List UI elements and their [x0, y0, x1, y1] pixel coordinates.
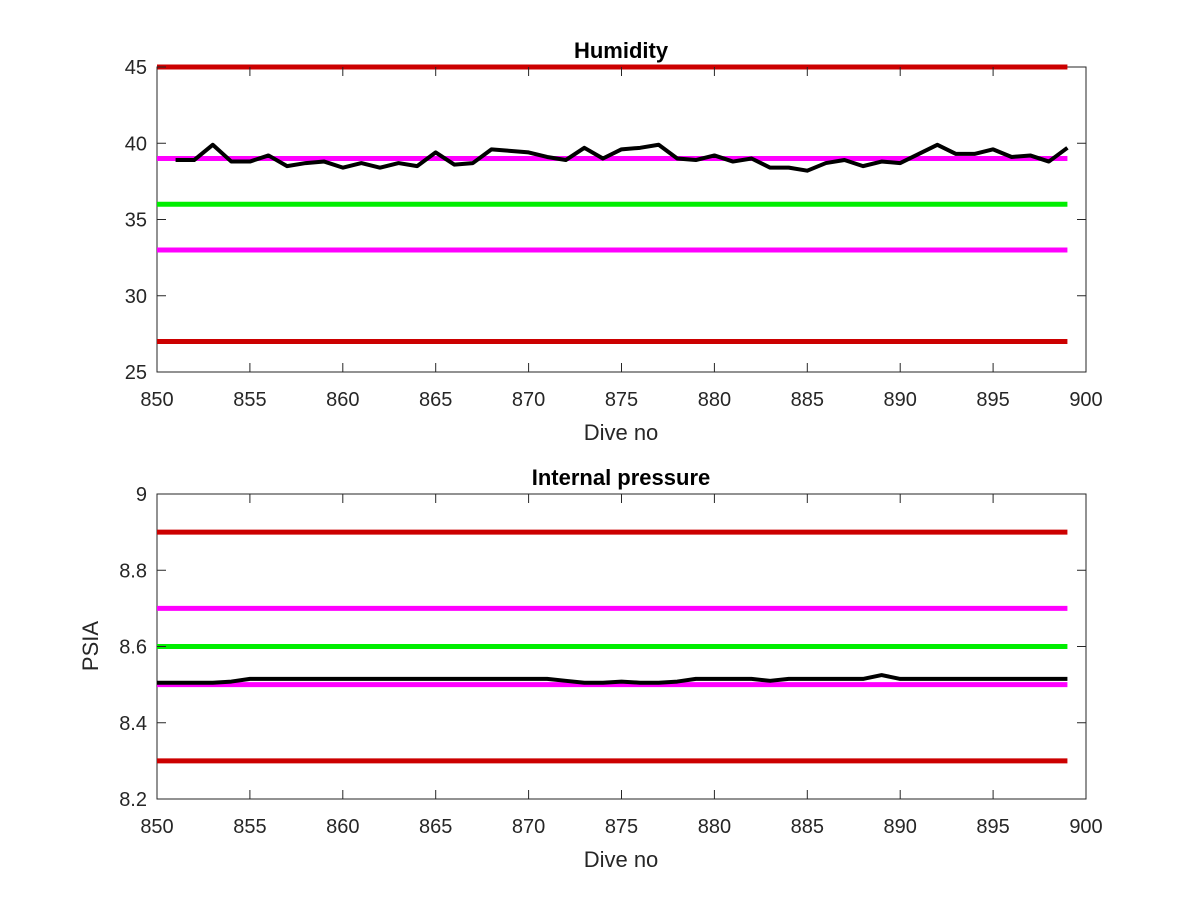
- y-tick-label: 25: [125, 362, 147, 384]
- x-tick-label: 855: [233, 816, 266, 838]
- x-axis-ticks: 850 855 860 865 870 875 880 885 890 895 900: [140, 494, 1103, 838]
- x-tick-label: 870: [512, 389, 545, 411]
- y-tick-label: 8.6: [119, 637, 147, 659]
- x-tick-label: 870: [512, 816, 545, 838]
- x-tick-label: 860: [326, 389, 359, 411]
- y-tick-label: 8.4: [119, 713, 147, 735]
- chart-title: Internal pressure: [532, 465, 711, 490]
- x-axis-label: Dive no: [584, 847, 659, 872]
- x-tick-label: 900: [1069, 389, 1102, 411]
- series-line: [157, 673, 1068, 685]
- x-tick-label: 875: [605, 389, 638, 411]
- y-tick-label: 9: [136, 484, 147, 506]
- plot-area-box: [156, 66, 1087, 373]
- x-tick-label: 850: [140, 389, 173, 411]
- y-axis-ticks: 25 30 35 40 45: [125, 57, 1086, 384]
- x-tick-label: 895: [976, 389, 1009, 411]
- x-tick-label: 875: [605, 816, 638, 838]
- y-tick-label: 35: [125, 210, 147, 232]
- x-tick-label: 885: [791, 389, 824, 411]
- x-tick-label: 890: [884, 816, 917, 838]
- y-axis-label: PSIA: [78, 621, 103, 671]
- reference-lines: [157, 64, 1068, 344]
- data-series: [157, 673, 1068, 685]
- data-series: [175, 142, 1069, 173]
- y-tick-label: 8.8: [119, 560, 147, 582]
- x-tick-label: 865: [419, 816, 452, 838]
- x-tick-label: 895: [976, 816, 1009, 838]
- x-tick-label: 850: [140, 816, 173, 838]
- humidity-panel: 850 855 860 865 870 875 880 885 890 895 900 25 30 35…: [125, 38, 1103, 445]
- x-tick-label: 900: [1069, 816, 1102, 838]
- x-tick-label: 890: [884, 389, 917, 411]
- chart-title: Humidity: [574, 38, 669, 63]
- y-axis-ticks: 8.2 8.4 8.6 8.8 9: [119, 484, 1086, 811]
- x-tick-label: 880: [698, 816, 731, 838]
- y-tick-label: 45: [125, 57, 147, 79]
- x-tick-label: 855: [233, 389, 266, 411]
- reference-lines: [157, 529, 1068, 764]
- y-tick-label: 30: [125, 286, 147, 308]
- y-tick-label: 8.2: [119, 789, 147, 811]
- x-axis-ticks: 850 855 860 865 870 875 880 885 890 895 900: [140, 67, 1103, 411]
- x-tick-label: 885: [791, 816, 824, 838]
- series-line: [175, 142, 1069, 173]
- x-axis-label: Dive no: [584, 420, 659, 445]
- x-tick-label: 860: [326, 816, 359, 838]
- x-tick-label: 865: [419, 389, 452, 411]
- x-tick-label: 880: [698, 389, 731, 411]
- y-tick-label: 40: [125, 133, 147, 155]
- internal-pressure-panel: 850 855 860 865 870 875 880 885 890 895 900 8.2 8.4…: [78, 465, 1103, 872]
